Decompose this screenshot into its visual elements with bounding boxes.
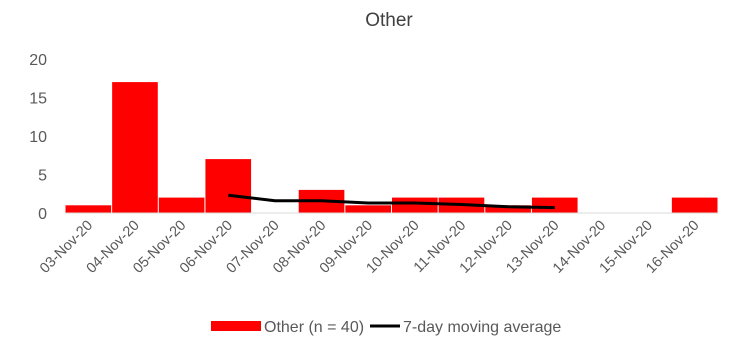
- moving-average-line: [228, 193, 555, 210]
- bar: [112, 82, 158, 213]
- y-tick-label: 5: [38, 168, 47, 185]
- bar: [345, 205, 391, 213]
- y-tick-label: 0: [38, 206, 47, 223]
- legend-label-other: Other (n = 40): [264, 319, 364, 336]
- y-axis-ticks: 0 5 10 15 20: [29, 52, 47, 223]
- y-tick-label: 10: [29, 129, 47, 146]
- bar: [485, 205, 531, 213]
- moving-average-series: [228, 193, 555, 210]
- x-axis-ticks: 03-Nov-2004-Nov-2005-Nov-2006-Nov-2007-N…: [37, 218, 703, 277]
- bar-series: [65, 82, 718, 213]
- chart-title: Other: [365, 10, 413, 31]
- bar: [671, 197, 718, 213]
- bar: [65, 205, 112, 213]
- bar: [158, 197, 205, 213]
- y-tick-label: 20: [29, 52, 47, 69]
- bar: [392, 197, 438, 213]
- legend-swatch-other: [211, 321, 261, 331]
- y-tick-label: 15: [29, 91, 47, 108]
- bar: [205, 159, 252, 213]
- bar: [531, 197, 578, 213]
- legend: Other (n = 40) 7-day moving average: [211, 319, 561, 336]
- legend-label-moving-average: 7-day moving average: [403, 319, 561, 336]
